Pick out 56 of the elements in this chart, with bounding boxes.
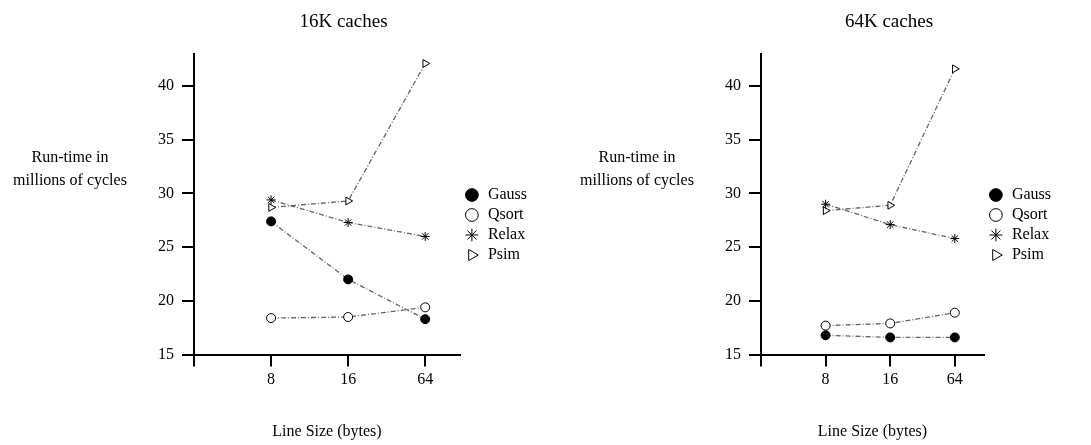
y-tick-label: 30: [725, 183, 741, 201]
point: [266, 194, 277, 205]
y-tick-label: 15: [725, 344, 741, 362]
legend-label: Relax: [1011, 225, 1050, 243]
point: [343, 274, 354, 285]
legend-label: Psim: [487, 245, 521, 263]
x-tick-label: 8: [821, 370, 830, 388]
y-axis-title: Run-time in millions of cycles: [579, 147, 695, 191]
x-axis-title: Line Size (bytes): [817, 421, 928, 440]
point: [345, 196, 354, 206]
x-tick-label: 16: [340, 370, 357, 388]
y-tick-label: 20: [725, 291, 741, 309]
point: [949, 307, 960, 318]
y-tick-label: 25: [158, 237, 174, 255]
point: [822, 206, 831, 216]
point: [820, 320, 831, 331]
point: [420, 314, 431, 325]
y-tick-label: 15: [158, 344, 174, 362]
legend-label: Qsort: [487, 205, 524, 223]
y-tick-label: 40: [158, 76, 174, 94]
legend-label: Qsort: [1011, 205, 1048, 223]
point: [885, 332, 896, 343]
point: [885, 219, 896, 230]
x-tick-label: 64: [417, 370, 434, 388]
x-tick-label: 64: [946, 370, 963, 388]
point: [949, 233, 960, 244]
point: [420, 302, 431, 313]
point: [266, 216, 277, 227]
y-axis-title: Run-time in millions of cycles: [12, 147, 128, 191]
point: [343, 217, 354, 228]
x-tick-label: 8: [267, 370, 276, 388]
chart-title: 64K caches: [844, 10, 934, 32]
legend-label: Psim: [1011, 245, 1045, 263]
y-tick-label: 35: [158, 129, 174, 147]
point: [268, 203, 277, 212]
legend-label: Gauss: [1011, 185, 1051, 203]
point: [952, 64, 960, 74]
x-axis-title: Line Size (bytes): [272, 421, 382, 440]
legend-label: Relax: [487, 225, 526, 243]
point: [420, 231, 431, 242]
x-tick-label: 16: [882, 370, 899, 388]
point: [422, 59, 431, 68]
point: [885, 318, 896, 329]
point: [266, 313, 277, 324]
point: [949, 332, 960, 343]
point: [887, 200, 896, 210]
chart-title: 16K caches: [299, 10, 388, 32]
y-tick-label: 25: [725, 237, 741, 255]
y-tick-label: 30: [158, 183, 174, 201]
point: [343, 312, 354, 322]
point: [820, 199, 831, 210]
point: [820, 330, 831, 341]
y-tick-label: 40: [725, 76, 741, 94]
legend-label: Gauss: [487, 185, 527, 203]
y-tick-label: 35: [725, 129, 741, 147]
y-tick-label: 20: [158, 291, 174, 309]
